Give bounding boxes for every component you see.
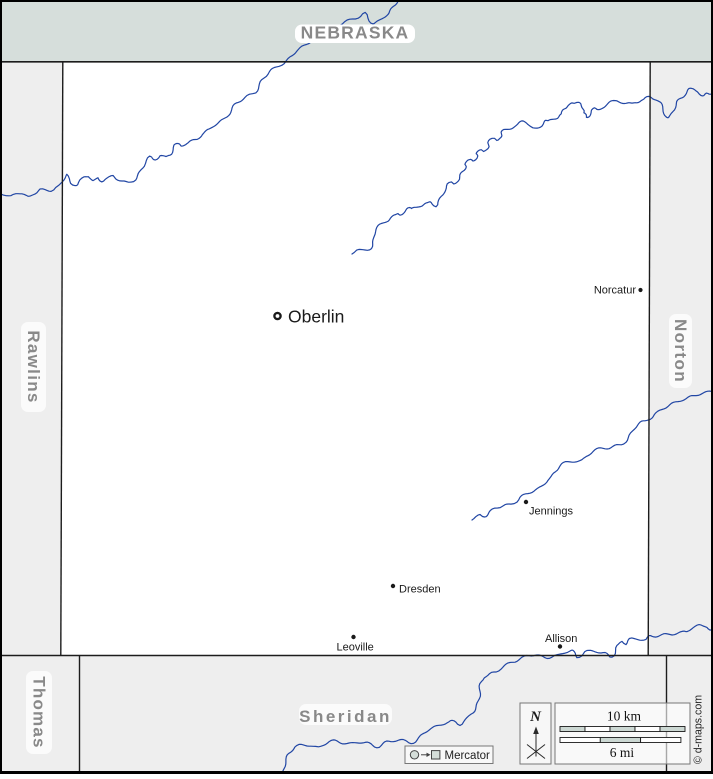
svg-text:Jennings: Jennings <box>529 506 574 518</box>
svg-text:10 km: 10 km <box>607 709 642 724</box>
svg-text:© d-maps.com: © d-maps.com <box>693 695 705 764</box>
svg-text:NEBRASKA: NEBRASKA <box>301 23 410 43</box>
svg-text:Thomas: Thomas <box>30 676 49 748</box>
svg-text:Sheridan: Sheridan <box>299 707 392 726</box>
svg-text:Mercator: Mercator <box>445 750 491 762</box>
svg-text:Norcatur: Norcatur <box>594 285 637 297</box>
svg-text:Leoville: Leoville <box>337 642 374 654</box>
svg-text:Allison: Allison <box>545 633 577 645</box>
svg-text:6 mi: 6 mi <box>610 745 635 760</box>
svg-text:Oberlin: Oberlin <box>288 307 344 327</box>
svg-text:Dresden: Dresden <box>399 584 441 596</box>
svg-text:Rawlins: Rawlins <box>24 330 43 403</box>
svg-text:N: N <box>529 709 542 725</box>
svg-text:Norton: Norton <box>671 319 690 383</box>
